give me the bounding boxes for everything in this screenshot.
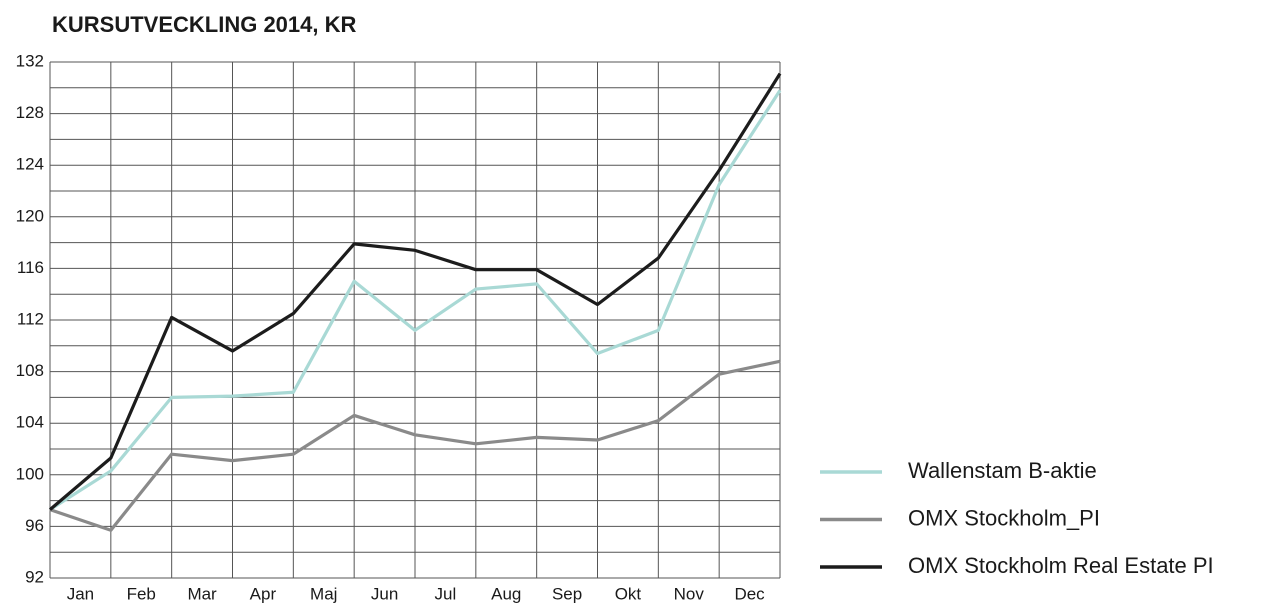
y-tick-label: 92	[25, 567, 44, 586]
legend-label: OMX Stockholm_PI	[908, 505, 1100, 530]
x-tick-label: Maj	[310, 584, 337, 603]
x-tick-label: Dec	[734, 584, 765, 603]
y-tick-label: 124	[16, 155, 44, 174]
y-tick-label: 128	[16, 103, 44, 122]
legend-label: Wallenstam B-aktie	[908, 458, 1097, 483]
x-tick-label: Sep	[552, 584, 582, 603]
y-tick-label: 120	[16, 206, 44, 225]
legend-label: OMX Stockholm Real Estate PI	[908, 553, 1214, 578]
y-tick-label: 100	[16, 464, 44, 483]
y-tick-label: 104	[16, 413, 44, 432]
series-line	[48, 72, 782, 511]
series-line	[49, 89, 782, 511]
series-line	[49, 359, 781, 532]
x-tick-label: Jan	[67, 584, 94, 603]
x-tick-label: Apr	[250, 584, 277, 603]
x-tick-label: Aug	[491, 584, 521, 603]
y-tick-label: 112	[17, 309, 44, 328]
x-tick-label: Okt	[615, 584, 642, 603]
y-tick-label: 132	[16, 51, 44, 70]
y-tick-label: 116	[17, 258, 44, 277]
x-tick-label: Feb	[127, 584, 156, 603]
x-tick-label: Jun	[371, 584, 398, 603]
x-tick-label: Jul	[435, 584, 457, 603]
y-tick-label: 96	[25, 516, 44, 535]
x-tick-label: Mar	[187, 584, 217, 603]
x-tick-label: Nov	[674, 584, 705, 603]
chart-title: KURSUTVECKLING 2014, KR	[52, 12, 357, 37]
y-tick-label: 108	[16, 361, 44, 380]
